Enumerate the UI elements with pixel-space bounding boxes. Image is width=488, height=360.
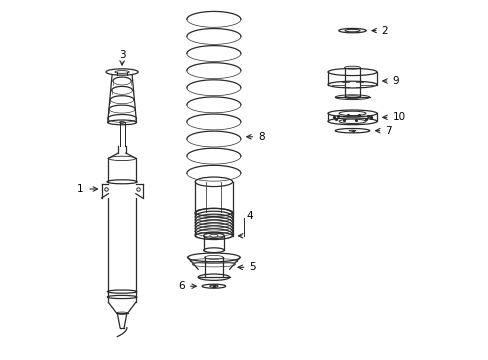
Text: 5: 5 bbox=[249, 262, 256, 272]
Text: 8: 8 bbox=[258, 132, 264, 142]
Text: 4: 4 bbox=[246, 211, 252, 221]
Text: 2: 2 bbox=[381, 26, 387, 36]
Text: 1: 1 bbox=[77, 184, 83, 194]
Text: 10: 10 bbox=[392, 112, 405, 122]
Text: 7: 7 bbox=[385, 126, 391, 136]
Text: 6: 6 bbox=[178, 281, 184, 291]
Text: 9: 9 bbox=[392, 76, 398, 86]
Text: 3: 3 bbox=[119, 50, 125, 60]
